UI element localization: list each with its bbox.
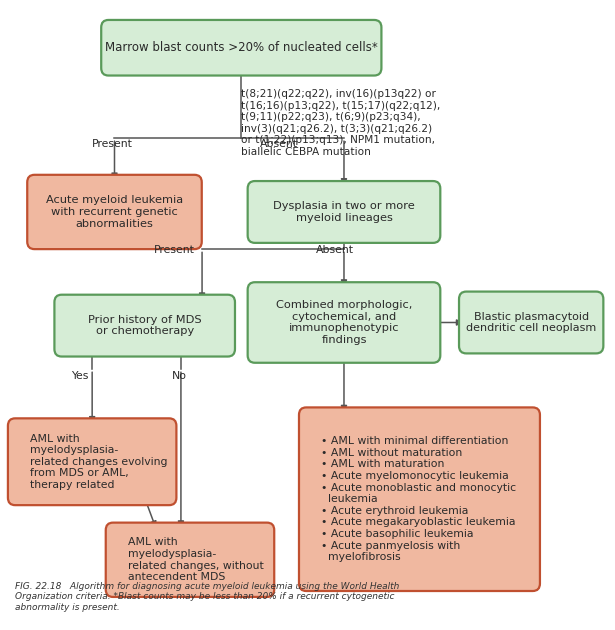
FancyBboxPatch shape xyxy=(54,295,235,357)
Text: Blastic plasmacytoid
dendritic cell neoplasm: Blastic plasmacytoid dendritic cell neop… xyxy=(466,312,597,333)
Text: Prior history of MDS
or chemotherapy: Prior history of MDS or chemotherapy xyxy=(88,315,202,336)
FancyBboxPatch shape xyxy=(299,408,540,591)
FancyBboxPatch shape xyxy=(27,175,202,249)
FancyBboxPatch shape xyxy=(8,418,177,505)
FancyBboxPatch shape xyxy=(248,181,440,243)
Text: Present: Present xyxy=(92,139,133,149)
Text: AML with
myelodysplasia-
related changes evolving
from MDS or AML,
therapy relat: AML with myelodysplasia- related changes… xyxy=(30,433,168,490)
FancyBboxPatch shape xyxy=(101,20,381,76)
Text: Absent: Absent xyxy=(315,245,354,255)
Text: Dysplasia in two or more
myeloid lineages: Dysplasia in two or more myeloid lineage… xyxy=(273,201,415,223)
FancyBboxPatch shape xyxy=(248,282,440,363)
Text: Yes: Yes xyxy=(71,370,89,381)
Text: • AML with minimal differentiation
• AML without maturation
• AML with maturatio: • AML with minimal differentiation • AML… xyxy=(321,436,517,562)
Text: Acute myeloid leukemia
with recurrent genetic
abnormalities: Acute myeloid leukemia with recurrent ge… xyxy=(46,195,183,229)
Text: FIG. 22.18   Algorithm for diagnosing acute myeloid leukemia using the World Hea: FIG. 22.18 Algorithm for diagnosing acut… xyxy=(15,582,399,612)
FancyBboxPatch shape xyxy=(459,292,603,353)
Text: t(8;21)(q22;q22), inv(16)(p13q22) or
t(16;16)(p13;q22), t(15;17)(q22;q12),
t(9;1: t(8;21)(q22;q22), inv(16)(p13q22) or t(1… xyxy=(241,89,440,157)
Text: Combined morphologic,
cytochemical, and
immunophenotypic
findings: Combined morphologic, cytochemical, and … xyxy=(276,300,412,345)
Text: Marrow blast counts >20% of nucleated cells*: Marrow blast counts >20% of nucleated ce… xyxy=(105,41,378,54)
Text: Absent: Absent xyxy=(260,139,298,149)
Text: No: No xyxy=(172,370,187,381)
FancyBboxPatch shape xyxy=(106,523,274,597)
Text: AML with
myelodysplasia-
related changes, without
antecendent MDS: AML with myelodysplasia- related changes… xyxy=(128,537,264,582)
Text: Present: Present xyxy=(154,245,195,255)
